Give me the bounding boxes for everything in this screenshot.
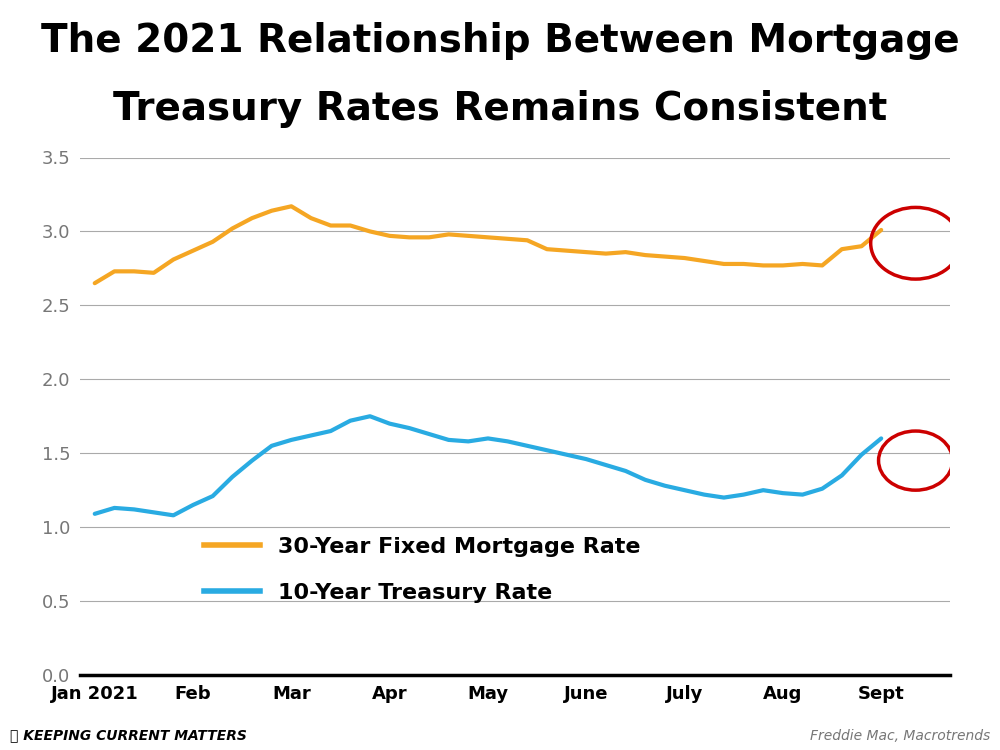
Text: Treasury Rates Remains Consistent: Treasury Rates Remains Consistent <box>113 90 887 128</box>
Text: Freddie Mac, Macrotrends: Freddie Mac, Macrotrends <box>810 728 990 742</box>
Legend: 30-Year Fixed Mortgage Rate, 10-Year Treasury Rate: 30-Year Fixed Mortgage Rate, 10-Year Tre… <box>196 528 649 612</box>
Text: The 2021 Relationship Between Mortgage: The 2021 Relationship Between Mortgage <box>41 22 959 61</box>
Text: Ⓜ KEEPING CURRENT MATTERS: Ⓜ KEEPING CURRENT MATTERS <box>10 728 247 742</box>
